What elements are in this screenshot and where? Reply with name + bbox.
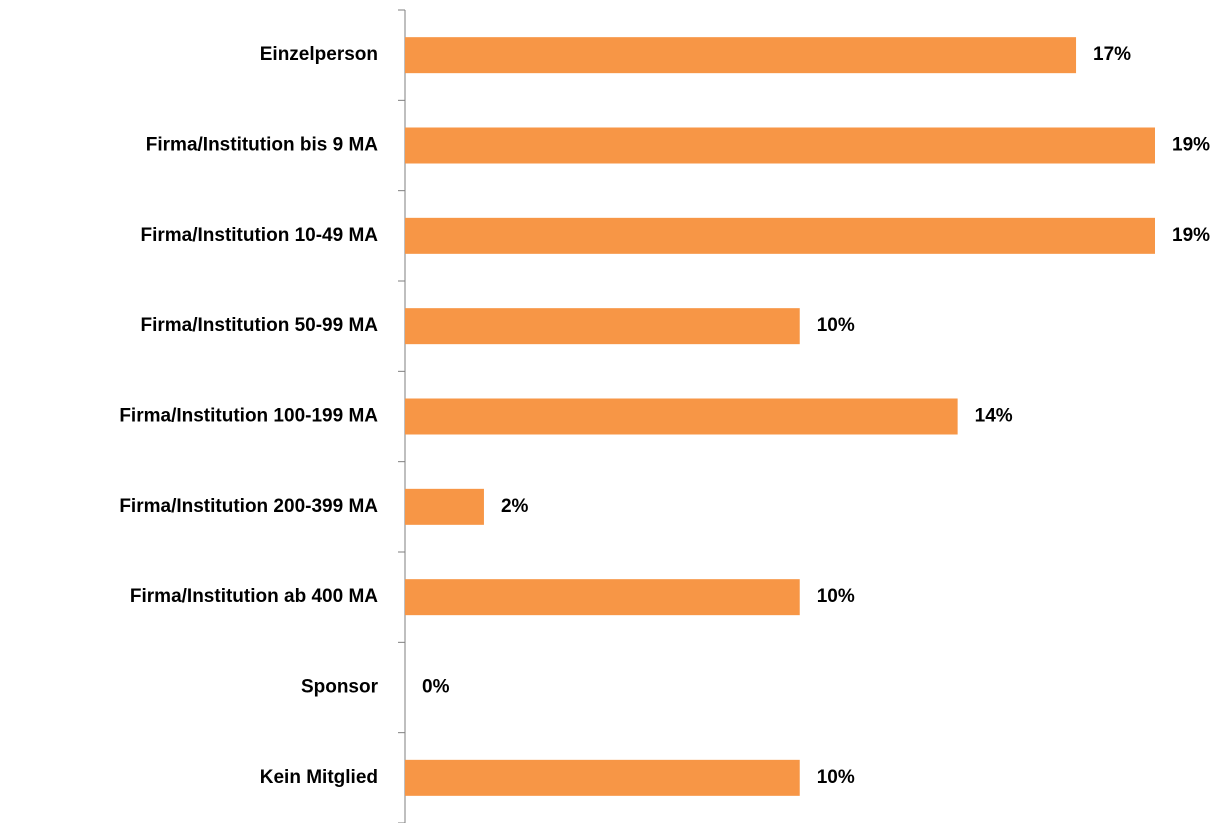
category-label: Firma/Institution 100-199 MA	[119, 406, 378, 427]
data-label: 10%	[817, 767, 855, 788]
data-label: 19%	[1172, 225, 1210, 246]
bar	[405, 488, 484, 525]
category-label: Firma/Institution 200-399 MA	[119, 496, 378, 517]
data-label: 2%	[501, 496, 529, 517]
bar	[405, 127, 1155, 164]
category-label: Firma/Institution bis 9 MA	[146, 135, 379, 156]
data-label: 10%	[817, 586, 855, 607]
bar	[405, 37, 1077, 74]
bar	[405, 217, 1155, 254]
category-label: Firma/Institution 10-49 MA	[140, 225, 378, 246]
bar	[405, 759, 800, 796]
data-label: 17%	[1093, 44, 1131, 65]
data-label: 19%	[1172, 135, 1210, 156]
category-label: Kein Mitglied	[260, 767, 378, 788]
category-label: Firma/Institution 50-99 MA	[140, 315, 378, 336]
category-label: Firma/Institution ab 400 MA	[130, 586, 378, 607]
data-label: 14%	[975, 406, 1013, 427]
category-label: Sponsor	[301, 677, 379, 698]
bar	[405, 398, 958, 435]
bar	[405, 308, 800, 345]
category-label: Einzelperson	[260, 44, 378, 65]
data-label: 10%	[817, 315, 855, 336]
data-label: 0%	[422, 677, 450, 698]
bar	[405, 579, 800, 616]
